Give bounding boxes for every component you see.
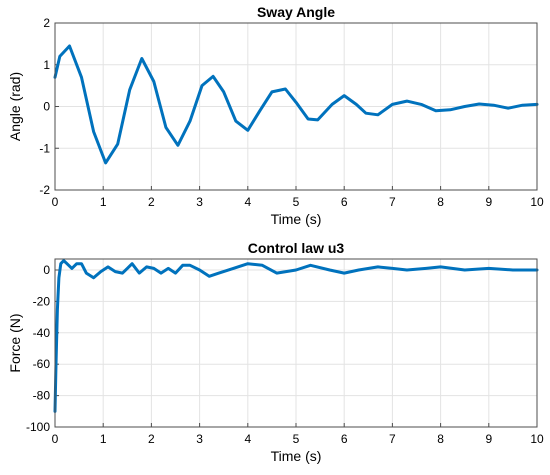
x-tick-label: 0 bbox=[52, 195, 59, 209]
x-tick-label: 9 bbox=[485, 195, 492, 209]
x-tick-label: 10 bbox=[530, 195, 544, 209]
x-tick-label: 5 bbox=[293, 195, 300, 209]
x-tick-label: 8 bbox=[437, 195, 444, 209]
series-line-1 bbox=[53, 44, 539, 165]
x-axis-label: Time (s) bbox=[271, 448, 322, 464]
y-tick-label: -80 bbox=[33, 389, 51, 403]
x-tick-label: 1 bbox=[100, 432, 107, 446]
x-tick-label: 0 bbox=[52, 432, 59, 446]
x-axis-label: Time (s) bbox=[271, 211, 322, 227]
y-tick-label: 0 bbox=[43, 100, 50, 114]
y-tick-label: -2 bbox=[39, 183, 50, 197]
x-tick-label: 9 bbox=[485, 432, 492, 446]
y-tick-label: -60 bbox=[33, 357, 51, 371]
axes-frame bbox=[54, 258, 538, 428]
x-tick-label: 5 bbox=[293, 432, 300, 446]
x-tick-label: 7 bbox=[389, 195, 396, 209]
x-tick-label: 4 bbox=[244, 195, 251, 209]
y-tick-label: 1 bbox=[43, 58, 50, 72]
y-tick-label: -20 bbox=[33, 294, 51, 308]
y-tick-label: 0 bbox=[43, 263, 50, 277]
x-tick-label: 10 bbox=[530, 432, 544, 446]
x-tick-label: 6 bbox=[341, 432, 348, 446]
x-tick-label: 2 bbox=[148, 432, 155, 446]
x-tick-label: 3 bbox=[196, 195, 203, 209]
series-line-1 bbox=[53, 259, 539, 413]
chart-2: 0 1 2 3 4 5 6 7 8 9 10 -100 -80 -60 -40 -20 0 Control law… bbox=[7, 240, 544, 464]
y-tick-label: -1 bbox=[39, 141, 50, 155]
x-tick-label: 4 bbox=[244, 432, 251, 446]
chart-title: Sway Angle bbox=[257, 4, 335, 20]
y-tick-label: -100 bbox=[26, 420, 50, 434]
x-tick-label: 3 bbox=[196, 432, 203, 446]
y-tick-label: 2 bbox=[43, 16, 50, 30]
chart-title: Control law u3 bbox=[248, 240, 345, 256]
axes-frame bbox=[54, 22, 538, 191]
y-tick-label: -40 bbox=[33, 326, 51, 340]
x-tick-label: 1 bbox=[100, 195, 107, 209]
x-tick-label: 6 bbox=[341, 195, 348, 209]
x-tick-label: 8 bbox=[437, 432, 444, 446]
x-tick-label: 2 bbox=[148, 195, 155, 209]
chart-1: 0 1 2 3 4 5 6 7 8 9 10 -2 -1 0 1 2 Sway Angle Time (s) Ang… bbox=[7, 4, 544, 227]
y-axis-label: Force (N) bbox=[7, 313, 23, 372]
x-tick-label: 7 bbox=[389, 432, 396, 446]
y-axis-label: Angle (rad) bbox=[7, 72, 23, 141]
